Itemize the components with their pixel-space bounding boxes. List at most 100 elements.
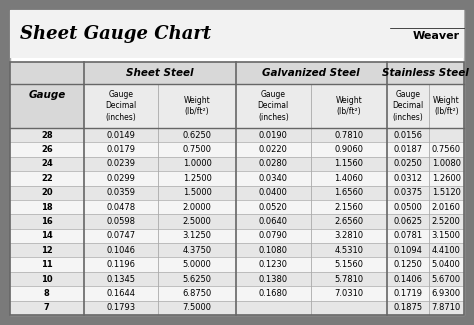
- Bar: [83, 84, 464, 128]
- Bar: [10, 142, 464, 157]
- Text: Weaver: Weaver: [413, 31, 460, 41]
- Text: 0.0220: 0.0220: [259, 145, 288, 154]
- Text: 24: 24: [41, 160, 53, 168]
- Text: 0.0640: 0.0640: [259, 217, 288, 226]
- Text: 0.0190: 0.0190: [259, 131, 288, 140]
- Text: 11: 11: [41, 260, 53, 269]
- Text: 0.0239: 0.0239: [107, 160, 136, 168]
- Bar: [10, 214, 464, 229]
- Text: 7.5000: 7.5000: [182, 303, 211, 312]
- Text: 7: 7: [44, 303, 50, 312]
- Bar: [10, 128, 464, 142]
- Bar: [10, 62, 83, 128]
- Text: Weight
(lb/ft²): Weight (lb/ft²): [183, 96, 210, 116]
- Text: 0.1345: 0.1345: [107, 275, 136, 283]
- Text: 1.5120: 1.5120: [432, 188, 461, 197]
- Text: 0.0359: 0.0359: [107, 188, 136, 197]
- Text: 1.4060: 1.4060: [335, 174, 364, 183]
- Text: 28: 28: [41, 131, 53, 140]
- Text: Gauge
Decimal
(inches): Gauge Decimal (inches): [105, 90, 137, 122]
- Bar: [10, 272, 464, 286]
- Text: 0.0520: 0.0520: [259, 202, 288, 212]
- Text: 3.2810: 3.2810: [334, 231, 364, 240]
- Bar: [10, 171, 464, 186]
- Text: 1.0000: 1.0000: [182, 160, 211, 168]
- Text: Sheet Steel: Sheet Steel: [126, 68, 193, 78]
- Text: 0.0340: 0.0340: [259, 174, 288, 183]
- Text: 0.0400: 0.0400: [259, 188, 288, 197]
- Text: 10: 10: [41, 275, 53, 283]
- Text: Sheet Gauge Chart: Sheet Gauge Chart: [20, 25, 211, 43]
- Text: 0.1380: 0.1380: [259, 275, 288, 283]
- Text: 6.9300: 6.9300: [432, 289, 461, 298]
- Text: 0.1875: 0.1875: [393, 303, 422, 312]
- Text: 5.0400: 5.0400: [432, 260, 461, 269]
- Text: Gauge
Decimal
(inches): Gauge Decimal (inches): [258, 90, 289, 122]
- Bar: [10, 62, 464, 315]
- Bar: [10, 243, 464, 257]
- Text: 4.3750: 4.3750: [182, 246, 211, 255]
- Text: 4.5310: 4.5310: [335, 246, 364, 255]
- Text: 0.1230: 0.1230: [259, 260, 288, 269]
- Text: 0.0312: 0.0312: [393, 174, 422, 183]
- Text: 0.0598: 0.0598: [107, 217, 136, 226]
- Text: 12: 12: [41, 246, 53, 255]
- Bar: [10, 229, 464, 243]
- Text: Galvanized Steel: Galvanized Steel: [263, 68, 360, 78]
- Text: Weight
(lb/ft²): Weight (lb/ft²): [336, 96, 362, 116]
- Text: 1.0080: 1.0080: [432, 160, 461, 168]
- Bar: [10, 186, 464, 200]
- Text: 3.1500: 3.1500: [432, 231, 461, 240]
- Text: 22: 22: [41, 174, 53, 183]
- Text: 0.0280: 0.0280: [259, 160, 288, 168]
- Text: 0.1080: 0.1080: [259, 246, 288, 255]
- Bar: [10, 257, 464, 272]
- Text: 0.1406: 0.1406: [393, 275, 422, 283]
- Text: Stainless Steel: Stainless Steel: [382, 68, 469, 78]
- Text: 2.5000: 2.5000: [182, 217, 211, 226]
- Text: 20: 20: [41, 188, 53, 197]
- Text: 8: 8: [44, 289, 50, 298]
- Bar: [10, 200, 464, 214]
- Text: 5.6700: 5.6700: [432, 275, 461, 283]
- Text: 0.1250: 0.1250: [393, 260, 422, 269]
- Text: 1.1560: 1.1560: [335, 160, 364, 168]
- Text: 0.7560: 0.7560: [432, 145, 461, 154]
- Text: 5.6250: 5.6250: [182, 275, 211, 283]
- Text: 0.1793: 0.1793: [107, 303, 136, 312]
- Text: 1.2500: 1.2500: [182, 174, 211, 183]
- Text: 4.4100: 4.4100: [432, 246, 461, 255]
- Text: 0.0478: 0.0478: [107, 202, 136, 212]
- Bar: [10, 157, 464, 171]
- Text: 0.7500: 0.7500: [182, 145, 211, 154]
- Text: 2.0000: 2.0000: [182, 202, 211, 212]
- Text: 0.6250: 0.6250: [182, 131, 211, 140]
- Text: 0.0747: 0.0747: [107, 231, 136, 240]
- Text: 1.5000: 1.5000: [182, 188, 211, 197]
- Text: 0.7810: 0.7810: [334, 131, 364, 140]
- Bar: [236, 62, 387, 84]
- Text: 5.1560: 5.1560: [335, 260, 364, 269]
- Bar: [10, 301, 464, 315]
- Text: 0.0156: 0.0156: [393, 131, 422, 140]
- Text: 2.6560: 2.6560: [334, 217, 364, 226]
- Text: 16: 16: [41, 217, 53, 226]
- Text: 0.0299: 0.0299: [107, 174, 136, 183]
- Text: 0.0250: 0.0250: [393, 160, 422, 168]
- Text: 0.0500: 0.0500: [393, 202, 422, 212]
- Text: 1.2600: 1.2600: [432, 174, 461, 183]
- Text: 0.1094: 0.1094: [393, 246, 422, 255]
- Text: 0.0375: 0.0375: [393, 188, 422, 197]
- Text: 0.9060: 0.9060: [335, 145, 364, 154]
- Text: 0.0781: 0.0781: [393, 231, 422, 240]
- Text: 0.1644: 0.1644: [107, 289, 136, 298]
- Text: 5.0000: 5.0000: [182, 260, 211, 269]
- Text: Gauge: Gauge: [28, 90, 65, 100]
- Text: 5.7810: 5.7810: [334, 275, 364, 283]
- Text: 0.0187: 0.0187: [393, 145, 422, 154]
- Text: Gauge
Decimal
(inches): Gauge Decimal (inches): [392, 90, 423, 122]
- Text: 1.6560: 1.6560: [334, 188, 364, 197]
- Text: 3.1250: 3.1250: [182, 231, 211, 240]
- Text: Weight
(lb/ft²): Weight (lb/ft²): [433, 96, 460, 116]
- Bar: [10, 62, 464, 315]
